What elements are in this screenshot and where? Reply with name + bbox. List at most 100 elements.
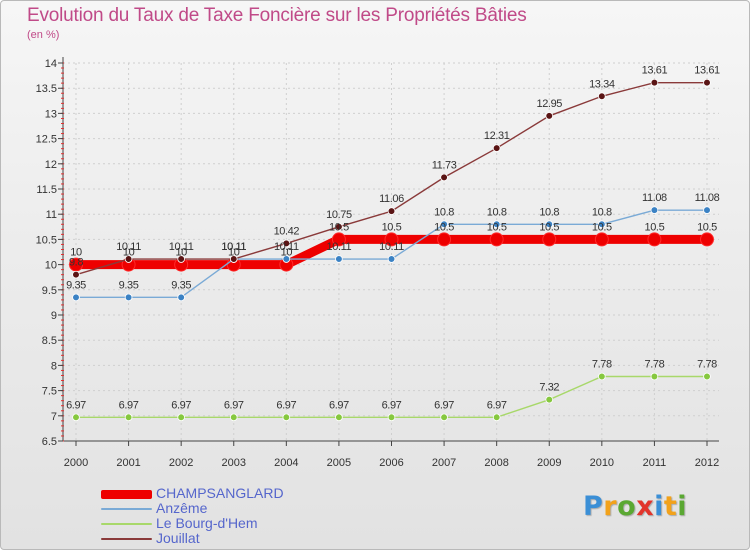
logo-letter: P	[583, 491, 604, 522]
data-point	[598, 92, 606, 101]
data-point	[335, 223, 343, 231]
data-point	[331, 232, 346, 247]
data-label: 10.5	[487, 221, 507, 233]
data-point	[124, 413, 133, 422]
data-point	[282, 255, 291, 263]
legend-label: Anzême	[156, 500, 208, 516]
data-label: 7.78	[645, 358, 665, 370]
legend-swatch	[101, 508, 152, 510]
legend-swatch	[101, 538, 152, 540]
data-point	[700, 232, 714, 247]
data-label: 10.11	[169, 241, 194, 253]
data-label: 11.08	[642, 192, 667, 204]
data-label: 10.75	[326, 209, 352, 221]
y-tick-label: 9.5	[42, 285, 57, 297]
data-point	[650, 372, 659, 381]
labels-jouillat: 9.8 10.11 10.11 10.11 10.42 10.75 11.06 11.73 12…	[69, 65, 720, 269]
y-tick-label: 9	[51, 310, 57, 322]
data-point	[489, 232, 504, 247]
data-label: 10.42	[274, 225, 300, 237]
proxiti-logo: Proxiti	[583, 491, 687, 522]
data-label: 10.11	[274, 241, 299, 253]
data-label: 10.5	[329, 221, 349, 233]
data-label: 10.11	[379, 241, 404, 253]
data-point	[387, 413, 396, 422]
y-tick-label: 13	[45, 108, 57, 120]
data-label: 10	[70, 247, 82, 259]
y-tick-label: 13.5	[36, 83, 57, 95]
logo-letter: r	[603, 491, 618, 522]
data-label: 12.95	[536, 98, 562, 110]
data-point	[594, 232, 609, 247]
data-label: 6.97	[487, 399, 507, 411]
data-label: 12.31	[484, 130, 510, 142]
data-point	[72, 270, 80, 279]
data-point	[437, 232, 452, 247]
data-point	[440, 220, 448, 229]
data-label: 11.73	[432, 159, 457, 171]
data-point	[282, 239, 291, 248]
data-point	[703, 206, 711, 214]
data-label: 11.06	[379, 193, 404, 205]
x-tick-label: 2008	[484, 457, 508, 469]
labels-champsanglard: 10 10 10 10 10 10.5 10.5 10.5 10.5 10.5 10.5 10.5 10…	[70, 221, 717, 258]
data-label: 13.61	[694, 65, 720, 77]
y-tick-label: 8.5	[42, 335, 57, 347]
data-label: 9.35	[171, 279, 191, 291]
logo-letter: i	[677, 491, 688, 522]
data-label: 10.5	[645, 221, 665, 233]
data-label: 10.5	[697, 221, 717, 233]
x-tick-label: 2010	[590, 457, 614, 469]
data-label: 7.78	[697, 358, 717, 370]
data-label: 10.8	[539, 206, 559, 218]
data-point	[703, 372, 711, 381]
data-point	[335, 255, 343, 263]
data-label: 10	[228, 247, 240, 259]
data-label: 10.11	[221, 241, 246, 253]
data-point	[598, 372, 606, 381]
series-champsanglard	[69, 232, 714, 272]
data-label: 10.11	[116, 241, 141, 253]
series-jouillat	[72, 78, 711, 279]
data-label: 6.97	[171, 399, 191, 411]
data-label: 10	[123, 247, 135, 259]
data-point	[229, 413, 238, 422]
data-label: 10.11	[327, 241, 352, 253]
data-point	[124, 293, 133, 302]
data-label: 9.35	[66, 279, 86, 291]
data-point	[650, 206, 659, 214]
chart-subtitle: (en %)	[27, 29, 60, 41]
data-point	[545, 112, 554, 120]
data-label: 13.34	[589, 78, 615, 90]
data-label: 6.97	[119, 399, 139, 411]
data-point	[384, 232, 399, 247]
data-point	[492, 413, 501, 422]
data-label: 9.35	[119, 279, 139, 291]
data-point	[177, 293, 185, 302]
x-tick-label: 2007	[432, 457, 456, 469]
data-point	[440, 173, 448, 182]
legend-label: Jouillat	[156, 530, 200, 546]
y-tick-label: 6.5	[42, 436, 57, 448]
data-label: 10.8	[434, 206, 454, 218]
data-point	[703, 78, 711, 87]
x-tick-label: 2002	[169, 457, 193, 469]
data-point	[650, 78, 659, 87]
data-point	[440, 413, 448, 422]
data-label: 6.97	[276, 399, 296, 411]
x-tick-label: 2011	[643, 457, 667, 469]
data-point	[335, 413, 343, 422]
data-point	[229, 255, 238, 263]
y-tick-label: 10	[45, 260, 57, 272]
y-tick-label: 7	[51, 411, 57, 423]
x-tick-label: 2005	[327, 457, 351, 469]
data-label: 7.32	[539, 382, 559, 394]
data-label: 10.8	[487, 206, 507, 218]
y-tick-label: 7.5	[42, 386, 57, 398]
y-tick-label: 11	[46, 209, 57, 221]
data-point	[177, 413, 185, 422]
data-point	[124, 255, 133, 263]
y-tick-label: 10.5	[36, 234, 57, 246]
logo-letter: i	[654, 491, 664, 522]
